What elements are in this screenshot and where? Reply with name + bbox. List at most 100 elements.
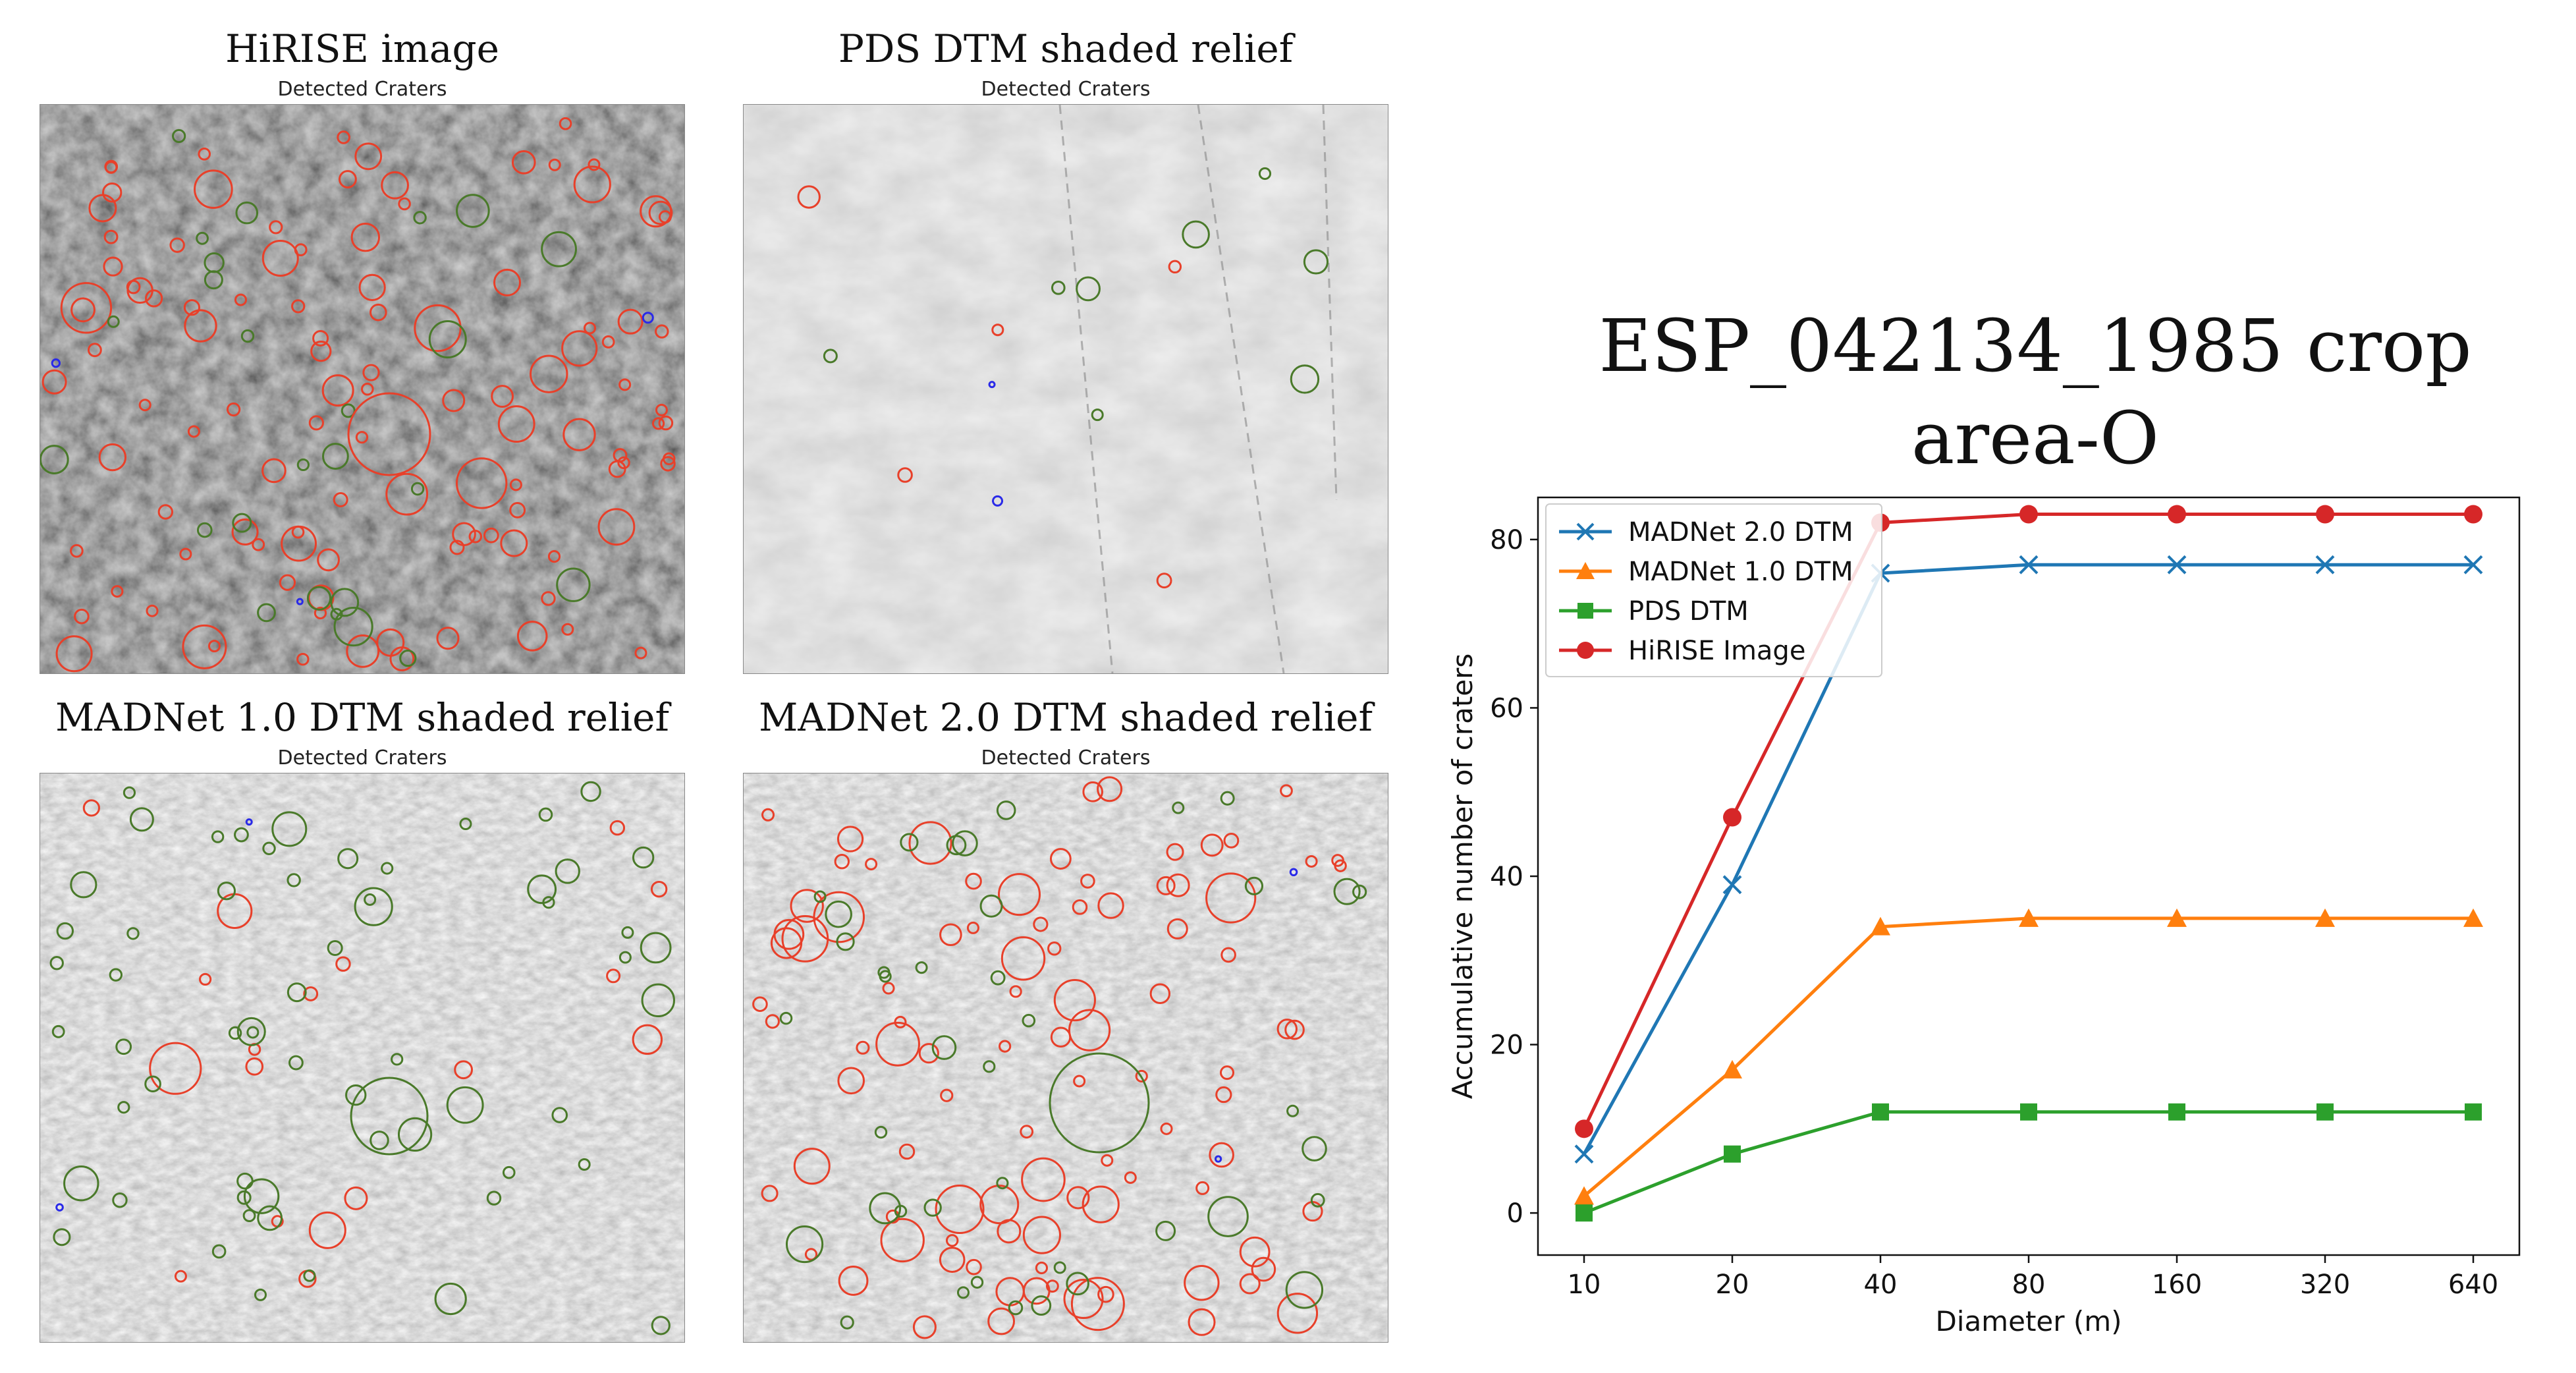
crater-marker	[312, 329, 329, 347]
crater-marker	[956, 1286, 970, 1299]
crater-marker	[840, 1315, 854, 1330]
crater-marker	[1209, 1142, 1234, 1168]
crater-marker	[1276, 1019, 1298, 1040]
crater-marker	[194, 169, 233, 210]
crater-marker	[813, 890, 827, 903]
crater-marker	[1082, 781, 1103, 802]
crater-marker	[1135, 1069, 1148, 1083]
crater-marker	[370, 303, 387, 322]
x-tick-label: 40	[1864, 1270, 1898, 1300]
crater-marker	[60, 282, 113, 334]
crater-marker	[617, 456, 630, 470]
crater-marker	[1033, 916, 1049, 932]
crater-marker	[935, 1185, 985, 1235]
data-point	[1723, 808, 1741, 827]
crater-marker	[232, 513, 252, 533]
crater-marker	[965, 872, 982, 890]
crater-marker	[129, 807, 154, 832]
crater-marker	[1101, 1154, 1114, 1167]
crater-marker	[497, 405, 535, 443]
data-point	[1872, 1103, 1889, 1121]
crater-marker	[330, 607, 343, 621]
crater-marker	[198, 148, 211, 161]
data-point	[1724, 1145, 1741, 1163]
crater-marker	[88, 194, 117, 223]
crater-marker	[530, 354, 568, 393]
crater-marker	[459, 818, 472, 831]
crater-marker	[983, 1060, 996, 1073]
data-point	[2316, 1103, 2334, 1121]
data-point	[1722, 875, 1742, 895]
crater-marker	[874, 1125, 888, 1139]
crater-marker	[1097, 776, 1123, 802]
crater-marker	[196, 522, 213, 538]
crater-marker	[321, 374, 354, 407]
crater-marker	[1168, 260, 1182, 274]
y-tick-label: 80	[1490, 525, 1523, 555]
crater-marker	[541, 231, 577, 267]
crater-marker	[339, 170, 357, 188]
crater-marker	[227, 402, 241, 417]
crater-marker	[87, 343, 102, 358]
crater-marker	[70, 544, 84, 558]
data-point	[2463, 555, 2483, 574]
y-tick-label: 0	[1507, 1198, 1523, 1229]
crater-marker	[1220, 791, 1235, 806]
crater-marker	[235, 201, 259, 225]
crater-marker	[254, 1288, 267, 1301]
crater-marker	[1047, 941, 1062, 956]
crater-marker	[483, 527, 499, 544]
crater-marker	[548, 158, 561, 171]
crater-marker	[389, 646, 415, 671]
crater-marker	[1124, 1171, 1137, 1184]
crater-marker	[1000, 936, 1046, 981]
panel-title: MADNet 1.0 DTM shaded relief	[55, 695, 669, 740]
terrain-texture	[744, 773, 1388, 1342]
crater-marker	[1334, 859, 1347, 872]
crater-marker	[823, 349, 838, 364]
crater-marker	[897, 467, 913, 483]
madnet2-crater-map	[744, 773, 1388, 1342]
crater-marker	[486, 1191, 502, 1206]
crater-marker	[1251, 1256, 1276, 1282]
data-point	[1574, 1144, 1594, 1164]
crater-marker	[269, 220, 283, 235]
crater-marker	[979, 894, 1003, 918]
crater-marker	[609, 820, 626, 836]
crater-marker	[228, 1026, 242, 1040]
crater-marker	[551, 1107, 568, 1123]
data-point	[2167, 908, 2187, 927]
legend-label: HiRISE Image	[1628, 636, 1805, 666]
crater-marker	[538, 807, 553, 822]
crater-marker	[362, 364, 380, 381]
crater-marker	[940, 1088, 954, 1102]
crater-marker	[327, 939, 343, 956]
crater-marker	[825, 900, 852, 928]
crater-marker	[296, 598, 304, 605]
crater-marker	[1050, 1026, 1072, 1048]
crater-marker	[126, 277, 153, 304]
crater-marker	[321, 443, 349, 470]
crater-marker	[618, 378, 632, 391]
crater-marker	[56, 922, 74, 940]
crater-marker	[651, 417, 665, 430]
crater-count-chart: 0 20 40 60 80 10 20 40 80 160 320 640 Diameter (m) Ac…	[1446, 496, 2521, 1337]
crater-marker	[240, 329, 255, 343]
crater-marker	[1031, 1295, 1052, 1316]
crater-marker	[291, 525, 305, 539]
crater-marker	[1239, 1236, 1271, 1268]
crater-marker	[112, 1192, 128, 1208]
crater-marker	[234, 827, 249, 843]
crater-marker	[294, 243, 308, 256]
pds-crater-map	[744, 105, 1388, 673]
crater-marker	[55, 635, 93, 673]
crater-marker	[211, 830, 225, 843]
crater-marker	[660, 456, 676, 472]
crater-marker	[1008, 1300, 1024, 1316]
crater-marker	[456, 457, 508, 509]
crater-marker	[834, 853, 850, 870]
crater-marker	[296, 458, 310, 472]
series-line	[1583, 916, 2473, 1198]
crater-marker	[74, 608, 90, 625]
crater-marker	[527, 874, 557, 905]
